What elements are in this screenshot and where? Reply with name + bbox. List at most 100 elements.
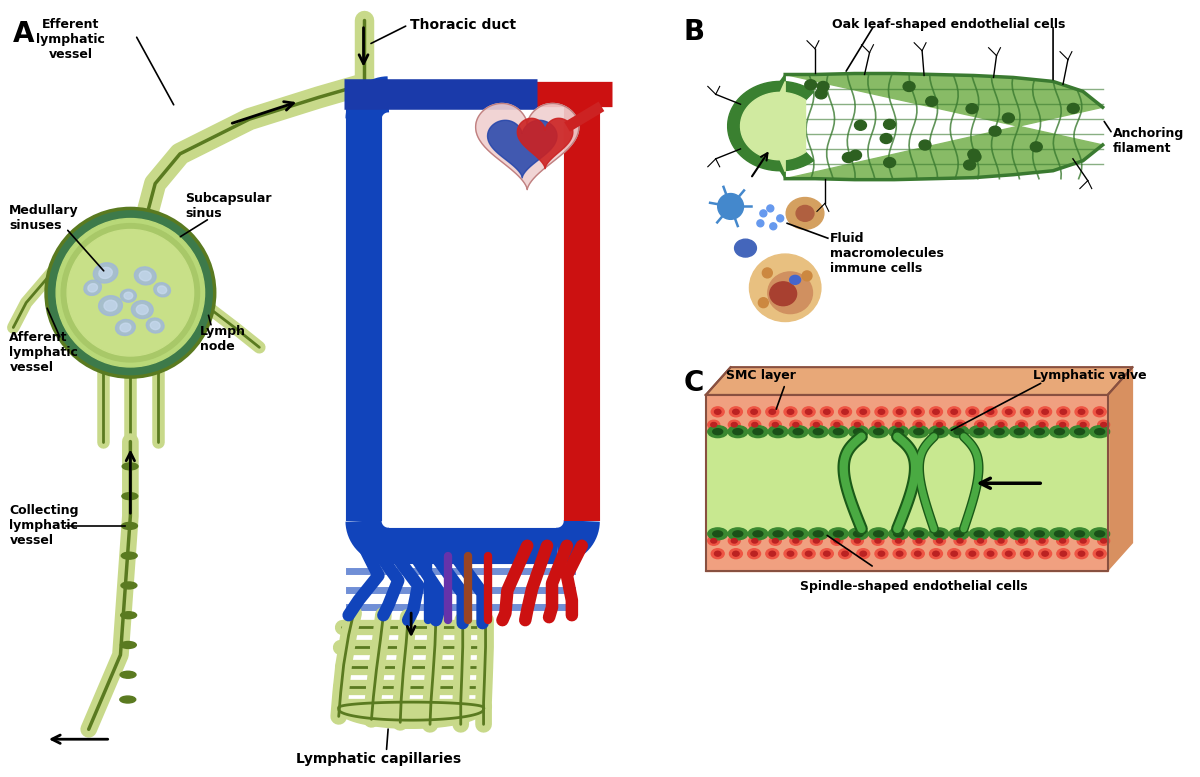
Ellipse shape [1039,407,1051,416]
Ellipse shape [842,551,848,556]
Ellipse shape [995,531,1004,537]
Ellipse shape [929,528,949,540]
Polygon shape [1108,368,1133,570]
Ellipse shape [122,463,138,470]
Ellipse shape [970,528,989,540]
Ellipse shape [766,549,779,559]
Ellipse shape [954,429,964,434]
Ellipse shape [821,407,833,416]
Ellipse shape [889,426,908,437]
Ellipse shape [98,296,122,315]
Ellipse shape [913,531,924,537]
Ellipse shape [710,538,716,543]
Ellipse shape [769,536,781,545]
Ellipse shape [122,493,138,500]
Ellipse shape [1055,531,1064,537]
Ellipse shape [814,538,820,543]
Text: A: A [13,20,35,48]
Ellipse shape [978,538,984,543]
Ellipse shape [853,531,864,537]
Ellipse shape [773,429,782,434]
Text: Anchoring
filament: Anchoring filament [1112,127,1184,155]
Ellipse shape [974,420,986,429]
Ellipse shape [950,409,958,414]
Ellipse shape [995,429,1004,434]
Circle shape [757,220,764,227]
Ellipse shape [98,267,113,278]
Ellipse shape [1020,407,1033,416]
Ellipse shape [934,420,946,429]
Ellipse shape [1002,549,1015,559]
Ellipse shape [1036,420,1048,429]
Ellipse shape [1050,528,1069,540]
Ellipse shape [1015,420,1027,429]
Text: Afferent
lymphatic
vessel: Afferent lymphatic vessel [10,331,78,374]
Ellipse shape [1020,549,1033,559]
Ellipse shape [1031,142,1043,152]
Ellipse shape [120,696,136,703]
Ellipse shape [773,531,782,537]
Polygon shape [517,118,572,169]
Ellipse shape [793,531,803,537]
Ellipse shape [793,423,799,427]
Ellipse shape [1100,538,1106,543]
Ellipse shape [793,538,799,543]
Ellipse shape [834,538,840,543]
Ellipse shape [712,549,724,559]
Ellipse shape [1078,420,1090,429]
Ellipse shape [875,423,881,427]
Ellipse shape [803,407,815,416]
Ellipse shape [970,152,980,162]
Ellipse shape [936,423,942,427]
Ellipse shape [974,531,984,537]
Ellipse shape [857,407,870,416]
Ellipse shape [978,423,984,427]
Ellipse shape [814,531,823,537]
Ellipse shape [1060,409,1067,414]
Ellipse shape [936,538,942,543]
Ellipse shape [750,254,821,322]
Ellipse shape [958,538,962,543]
Ellipse shape [1079,551,1085,556]
Ellipse shape [784,407,797,416]
Circle shape [718,193,744,219]
Text: Fluid
macromolecules
immune cells: Fluid macromolecules immune cells [830,232,943,274]
Ellipse shape [748,426,768,437]
Ellipse shape [1098,420,1110,429]
Ellipse shape [120,289,137,302]
Ellipse shape [968,149,979,159]
Ellipse shape [1034,531,1044,537]
Text: Collecting
lymphatic
vessel: Collecting lymphatic vessel [10,504,79,548]
Text: Medullary
sinuses: Medullary sinuses [10,204,79,232]
Ellipse shape [809,528,828,540]
Ellipse shape [1078,536,1090,545]
Ellipse shape [989,126,1001,136]
Ellipse shape [883,158,895,168]
Ellipse shape [708,426,727,437]
Ellipse shape [889,528,908,540]
Ellipse shape [984,407,997,416]
Ellipse shape [1039,423,1045,427]
Ellipse shape [853,429,864,434]
Ellipse shape [894,531,904,537]
Polygon shape [475,103,578,190]
Ellipse shape [708,536,720,545]
Ellipse shape [1094,429,1105,434]
Ellipse shape [908,528,929,540]
Text: Lymphatic capillaries: Lymphatic capillaries [296,752,461,766]
Ellipse shape [1024,551,1030,556]
Ellipse shape [766,407,779,416]
Ellipse shape [989,528,1009,540]
Ellipse shape [850,150,862,160]
Ellipse shape [1090,528,1110,540]
Ellipse shape [895,538,901,543]
Ellipse shape [823,409,830,414]
Text: Lymphatic valve: Lymphatic valve [1033,369,1147,382]
Circle shape [758,298,768,308]
Ellipse shape [1094,531,1105,537]
Ellipse shape [1030,528,1049,540]
Ellipse shape [1042,551,1049,556]
Ellipse shape [932,409,940,414]
Ellipse shape [713,429,722,434]
Polygon shape [740,92,805,160]
